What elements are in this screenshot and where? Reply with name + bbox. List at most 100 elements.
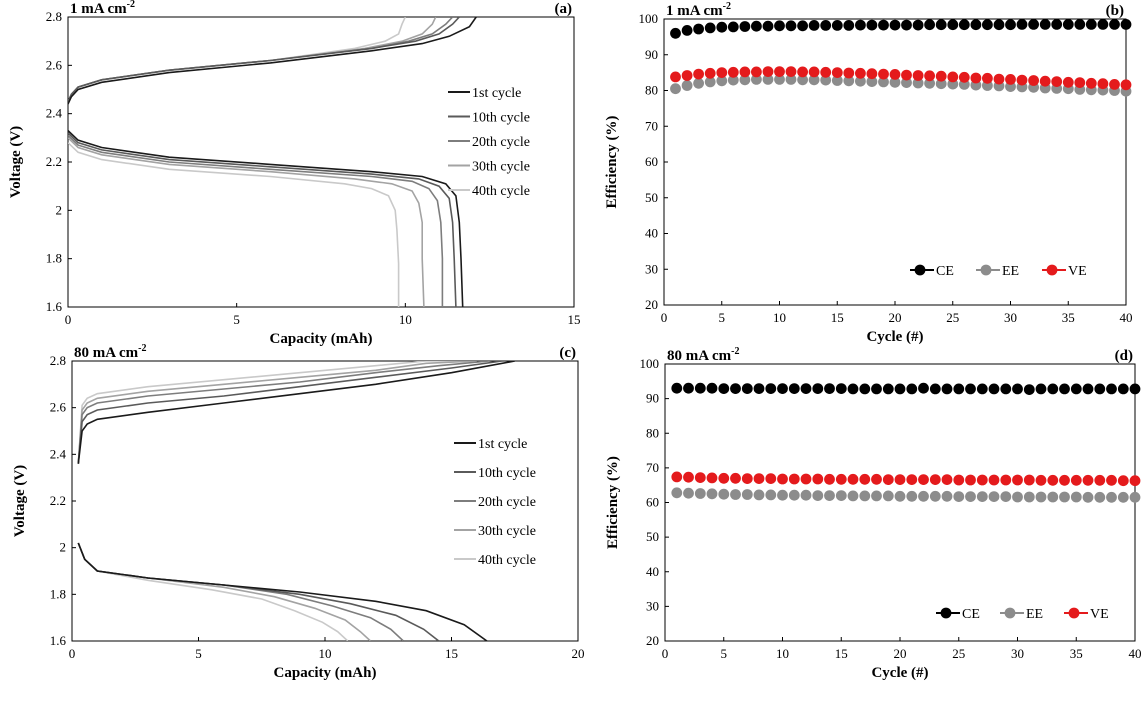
point-EE	[693, 77, 704, 89]
point-EE	[1047, 491, 1059, 503]
legend-swatch-marker	[940, 607, 952, 619]
point-CE	[1051, 19, 1063, 30]
point-CE	[855, 19, 866, 31]
point-VE	[706, 472, 718, 484]
point-CE	[982, 19, 993, 31]
point-EE	[765, 489, 777, 501]
y-tick-label: 2.4	[50, 446, 67, 461]
point-VE	[855, 67, 866, 79]
point-VE	[993, 73, 1005, 85]
point-CE	[953, 383, 965, 395]
x-tick-label: 20	[889, 310, 902, 325]
point-VE	[1070, 474, 1082, 486]
panel-3: 80 mA cm-2 (d) 0 5 10 15 20 25 30 35 40 20 30 40 50 60 7…	[605, 346, 1142, 681]
x-tick-label: 20	[572, 646, 585, 661]
point-CE	[835, 383, 847, 394]
y-tick-label: 80	[646, 425, 659, 440]
point-EE	[694, 488, 706, 499]
point-CE	[1082, 383, 1094, 395]
legend-label: VE	[1068, 264, 1087, 279]
curve-discharge-40th-cycle	[77, 542, 349, 641]
point-VE	[765, 473, 777, 484]
panel-title: 1 mA cm-2	[70, 0, 135, 17]
point-CE	[1120, 19, 1132, 30]
point-EE	[941, 490, 953, 502]
point-VE	[1085, 77, 1097, 89]
point-EE	[1094, 491, 1106, 503]
point-VE	[918, 474, 929, 485]
y-tick-label: 2.6	[50, 400, 67, 415]
point-CE	[1074, 19, 1086, 30]
legend-label: 1st cycle	[472, 86, 521, 101]
point-EE	[859, 490, 871, 502]
point-EE	[976, 491, 988, 502]
point-VE	[785, 66, 797, 77]
point-VE	[982, 72, 993, 84]
point-VE	[1097, 78, 1109, 90]
point-VE	[716, 67, 728, 78]
point-CE	[730, 383, 741, 394]
point-CE	[1047, 383, 1059, 395]
point-VE	[741, 473, 753, 484]
point-EE	[812, 490, 824, 501]
panel-letter: (a)	[555, 1, 573, 17]
point-CE	[777, 383, 788, 394]
y-tick-label: 60	[646, 495, 659, 510]
legend-label: 30th cycle	[478, 524, 536, 539]
point-VE	[859, 473, 871, 485]
point-CE	[797, 20, 808, 32]
curve-discharge-10th-cycle	[68, 132, 457, 307]
y-tick-label: 90	[646, 391, 659, 406]
point-VE	[1062, 76, 1074, 88]
y-tick-label: 20	[646, 633, 659, 648]
y-tick-label: 1.8	[46, 251, 62, 266]
panel-letter: (c)	[559, 345, 576, 361]
point-VE	[1106, 474, 1117, 486]
point-EE	[843, 75, 855, 87]
y-tick-label: 30	[645, 261, 658, 276]
x-axis-label: Cycle (#)	[866, 329, 923, 345]
y-tick-label: 2.2	[50, 493, 66, 508]
panel-letter: (d)	[1115, 348, 1133, 364]
point-CE	[831, 20, 843, 31]
point-VE	[965, 474, 976, 486]
point-CE	[762, 20, 774, 32]
point-CE	[1012, 383, 1023, 395]
point-CE	[878, 19, 889, 31]
point-VE	[871, 473, 882, 485]
curve-discharge-20th-cycle	[68, 134, 444, 307]
point-CE	[941, 383, 953, 395]
x-tick-label: 40	[1120, 310, 1133, 325]
point-CE	[906, 383, 918, 395]
legend-swatch-marker	[914, 264, 926, 276]
point-EE	[906, 490, 918, 502]
point-CE	[1129, 383, 1141, 395]
point-CE	[843, 20, 855, 31]
plot-area	[68, 17, 477, 307]
panel-0: 1 mA cm-2 (a) 0 5 10 15 1.6 1.8 2 2.2 2.4 2.6 2.8 Cap…	[8, 0, 581, 347]
x-tick-label: 5	[719, 310, 726, 325]
point-VE	[670, 71, 681, 83]
point-CE	[935, 19, 947, 31]
point-CE	[1097, 19, 1109, 30]
point-CE	[704, 22, 716, 34]
point-CE	[918, 382, 929, 394]
point-VE	[820, 66, 832, 78]
y-tick-label: 50	[646, 529, 659, 544]
legend-swatch-marker	[980, 264, 992, 276]
point-CE	[1094, 383, 1106, 395]
point-CE	[785, 20, 797, 32]
panel-title-sup: -2	[731, 346, 739, 357]
x-tick-label: 10	[776, 646, 789, 661]
point-VE	[718, 472, 730, 484]
point-EE	[718, 488, 730, 500]
curve-charge-1st-cycle	[77, 361, 515, 464]
x-tick-label: 15	[835, 646, 848, 661]
point-EE	[716, 75, 728, 87]
x-tick-label: 5	[721, 646, 728, 661]
y-tick-label: 40	[645, 226, 658, 241]
point-VE	[704, 67, 716, 79]
point-VE	[808, 66, 820, 78]
point-CE	[727, 21, 739, 33]
point-CE	[866, 19, 878, 31]
